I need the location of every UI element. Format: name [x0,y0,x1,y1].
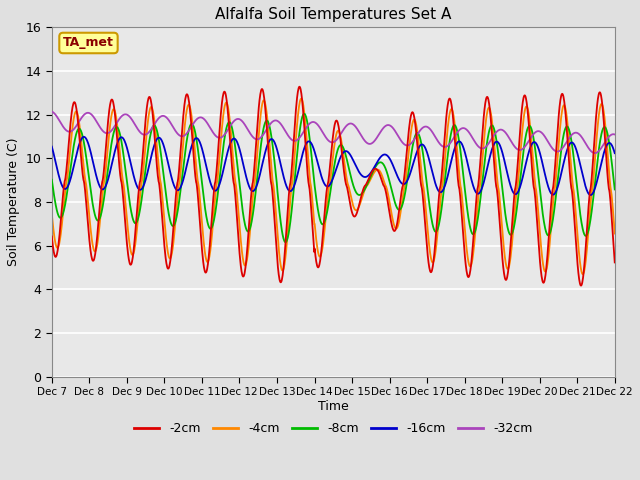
X-axis label: Time: Time [318,400,349,413]
Text: TA_met: TA_met [63,36,114,49]
Legend: -2cm, -4cm, -8cm, -16cm, -32cm: -2cm, -4cm, -8cm, -16cm, -32cm [129,417,538,440]
Y-axis label: Soil Temperature (C): Soil Temperature (C) [7,138,20,266]
Title: Alfalfa Soil Temperatures Set A: Alfalfa Soil Temperatures Set A [215,7,451,22]
